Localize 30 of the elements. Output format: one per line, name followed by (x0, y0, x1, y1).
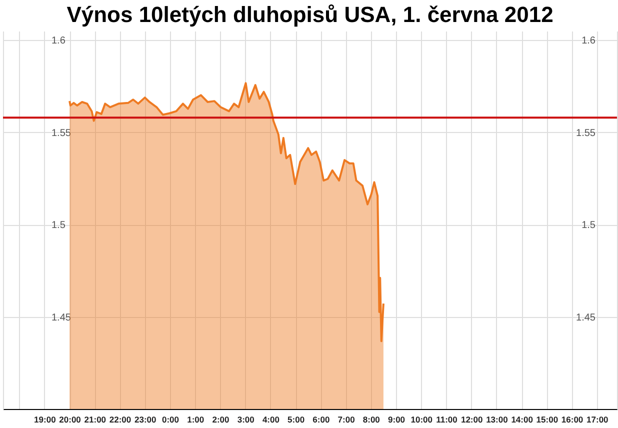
x-tick-label: 10:00 (410, 414, 433, 424)
x-tick-label: 4:00 (262, 414, 280, 424)
x-tick-label: 12:00 (460, 414, 483, 424)
chart-title: Výnos 10letých dluhopisů USA, 1. června 2012 (66, 2, 554, 27)
x-tick-label: 14:00 (511, 414, 534, 424)
x-tick-label: 16:00 (561, 414, 584, 424)
x-tick-label: 13:00 (486, 414, 508, 424)
x-tick-label: 3:00 (237, 414, 255, 424)
y2-tick-label: 1.6 (582, 36, 596, 47)
x-tick-label: 7:00 (338, 414, 356, 424)
x-tick-label: 20:00 (59, 414, 82, 424)
x-tick-label: 15:00 (536, 414, 558, 424)
x-tick-label: 21:00 (84, 414, 106, 424)
x-tick-label: 1:00 (187, 414, 204, 424)
x-tick-label: 8:00 (362, 414, 380, 424)
y-tick-label: 1.5 (52, 220, 66, 232)
y2-tick-label: 1.5 (582, 220, 596, 232)
x-tick-label: 6:00 (312, 414, 330, 424)
x-tick-label: 17:00 (586, 414, 609, 424)
y2-tick-label: 1.55 (576, 128, 596, 139)
x-tick-label: 9:00 (388, 414, 406, 424)
x-tick-label: 5:00 (288, 414, 305, 424)
x-tick-label: 2:00 (212, 414, 230, 424)
x-tick-label: 0:00 (162, 414, 180, 424)
y2-tick-label: 1.45 (576, 312, 596, 324)
x-tick-label: 11:00 (436, 414, 458, 424)
y-tick-label: 1.6 (52, 36, 66, 47)
x-tick-label: 19:00 (34, 414, 56, 424)
x-tick-label: 23:00 (134, 414, 157, 424)
x-tick-label: 22:00 (109, 414, 132, 424)
